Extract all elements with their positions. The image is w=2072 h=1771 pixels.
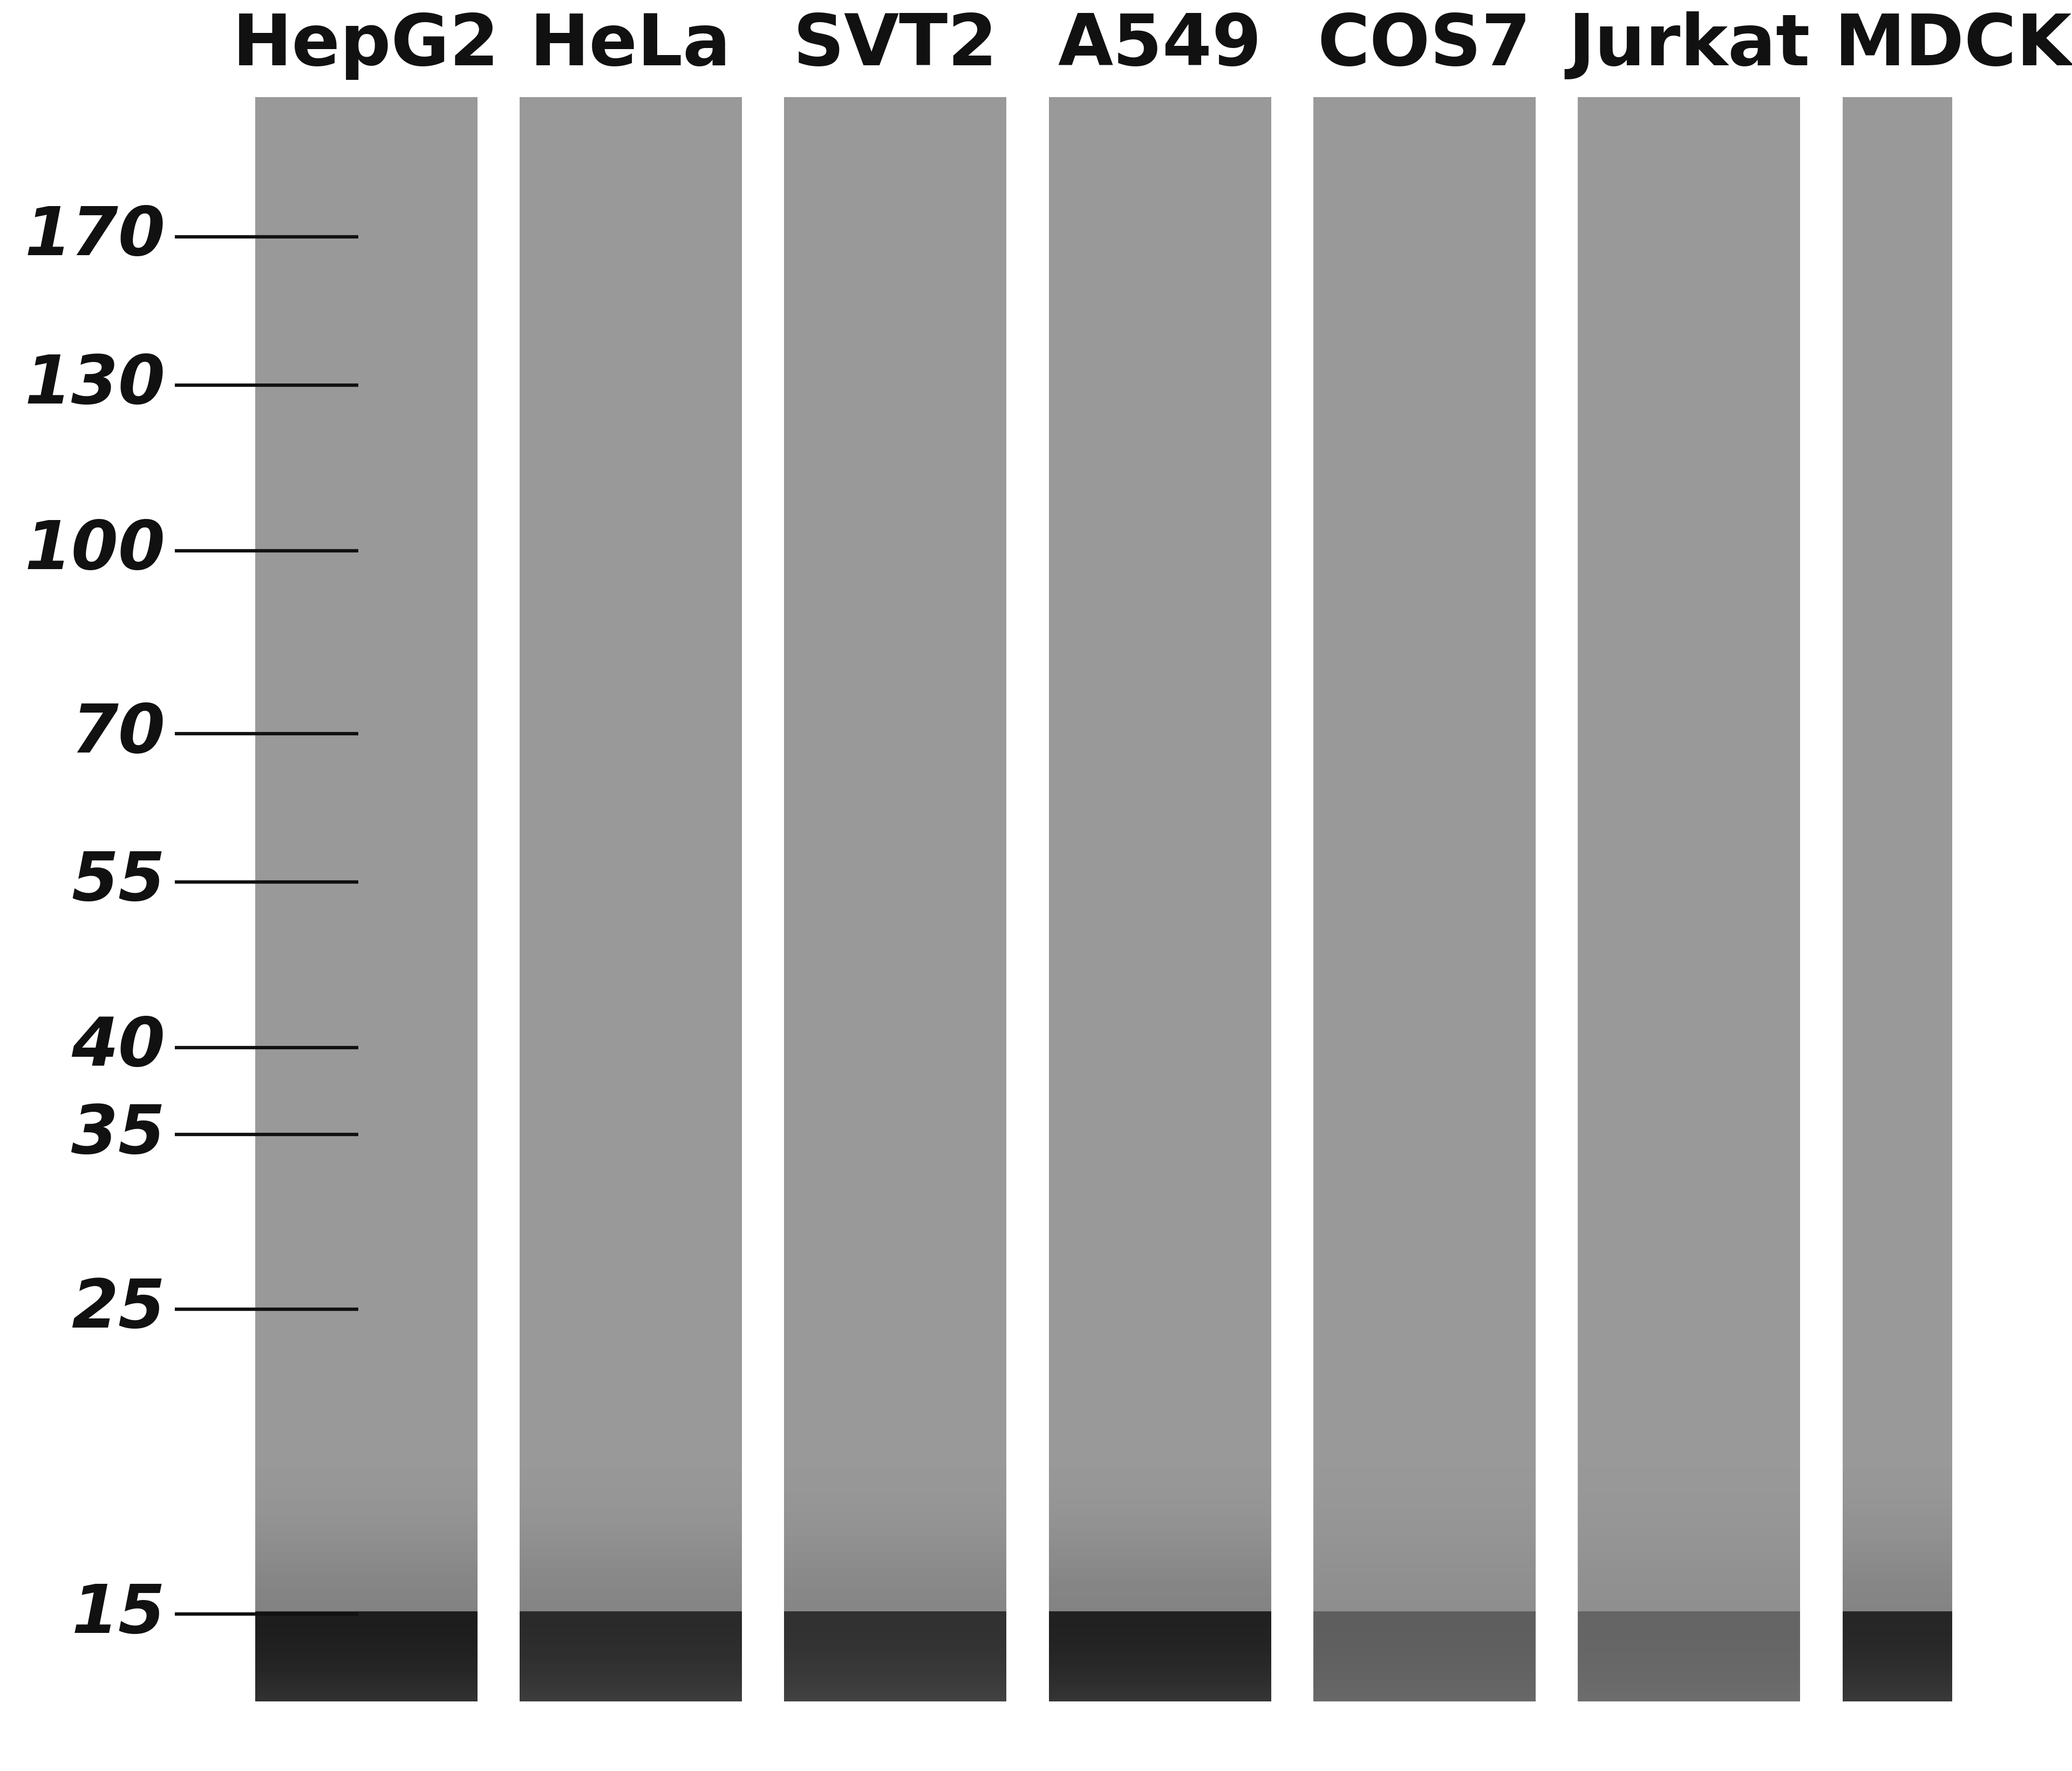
Text: 55: 55 xyxy=(70,850,166,914)
Text: 130: 130 xyxy=(25,352,166,418)
Text: 70: 70 xyxy=(70,701,166,767)
Text: A549: A549 xyxy=(1059,11,1262,80)
Text: 35: 35 xyxy=(70,1102,166,1167)
Text: HeLa: HeLa xyxy=(530,11,731,80)
Text: SVT2: SVT2 xyxy=(794,11,997,80)
Text: Jurkat: Jurkat xyxy=(1569,11,1809,80)
Text: COS7: COS7 xyxy=(1318,11,1531,80)
Text: 100: 100 xyxy=(25,517,166,583)
Text: 25: 25 xyxy=(70,1277,166,1342)
Text: 170: 170 xyxy=(25,204,166,269)
Text: 40: 40 xyxy=(70,1015,166,1080)
Text: HepG2: HepG2 xyxy=(232,11,499,80)
Text: MDCK: MDCK xyxy=(1834,11,2072,80)
Text: 15: 15 xyxy=(70,1582,166,1647)
